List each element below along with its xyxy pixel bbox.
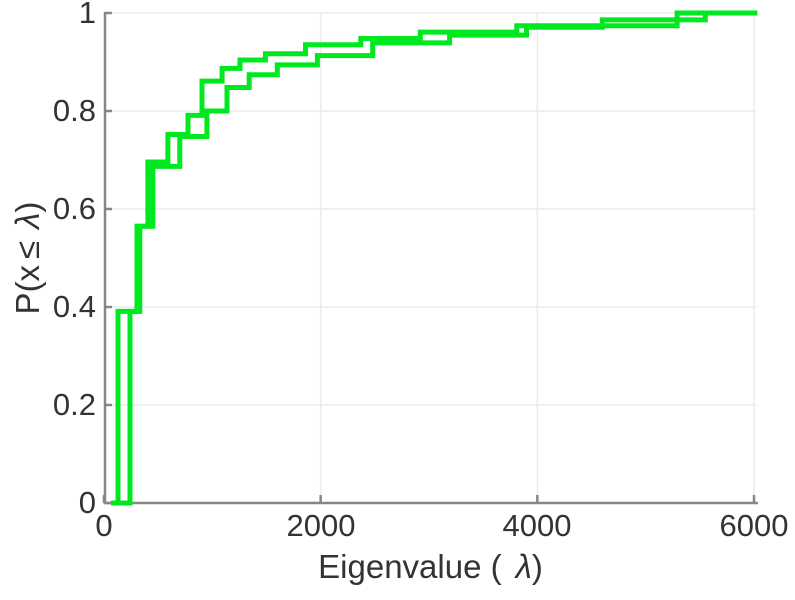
y-tick-label: 1 — [78, 0, 96, 30]
y-tick-label: 0.4 — [52, 289, 96, 324]
leq-symbol: ≤ — [9, 240, 46, 259]
lambda-symbol: λ — [515, 548, 532, 585]
ecdf-curve-1 — [115, 10, 758, 503]
x-tick-label: 2000 — [286, 508, 356, 543]
y-tick-label: 0 — [78, 485, 96, 520]
y-tick-label: 0.2 — [52, 387, 96, 422]
lambda-symbol: λ — [9, 212, 46, 229]
y-tick-label: 0.6 — [52, 191, 96, 226]
x-axis-label-text: Eigenvalue ( — [318, 548, 502, 585]
x-axis-label-close: ) — [531, 548, 543, 585]
x-tick-label: 4000 — [502, 508, 572, 543]
y-axis-label: P(x ≤ λ) — [9, 202, 47, 315]
x-tick-label: 6000 — [719, 508, 789, 543]
x-tick-label: 0 — [95, 508, 113, 543]
y-axis-label-text: P(x — [9, 264, 46, 315]
x-axis-label: Eigenvalue ( λ) — [104, 548, 757, 592]
ecdf-curve-2 — [111, 10, 758, 506]
y-tick-label: 0.8 — [52, 93, 96, 128]
y-axis-label-close: ) — [9, 201, 46, 213]
